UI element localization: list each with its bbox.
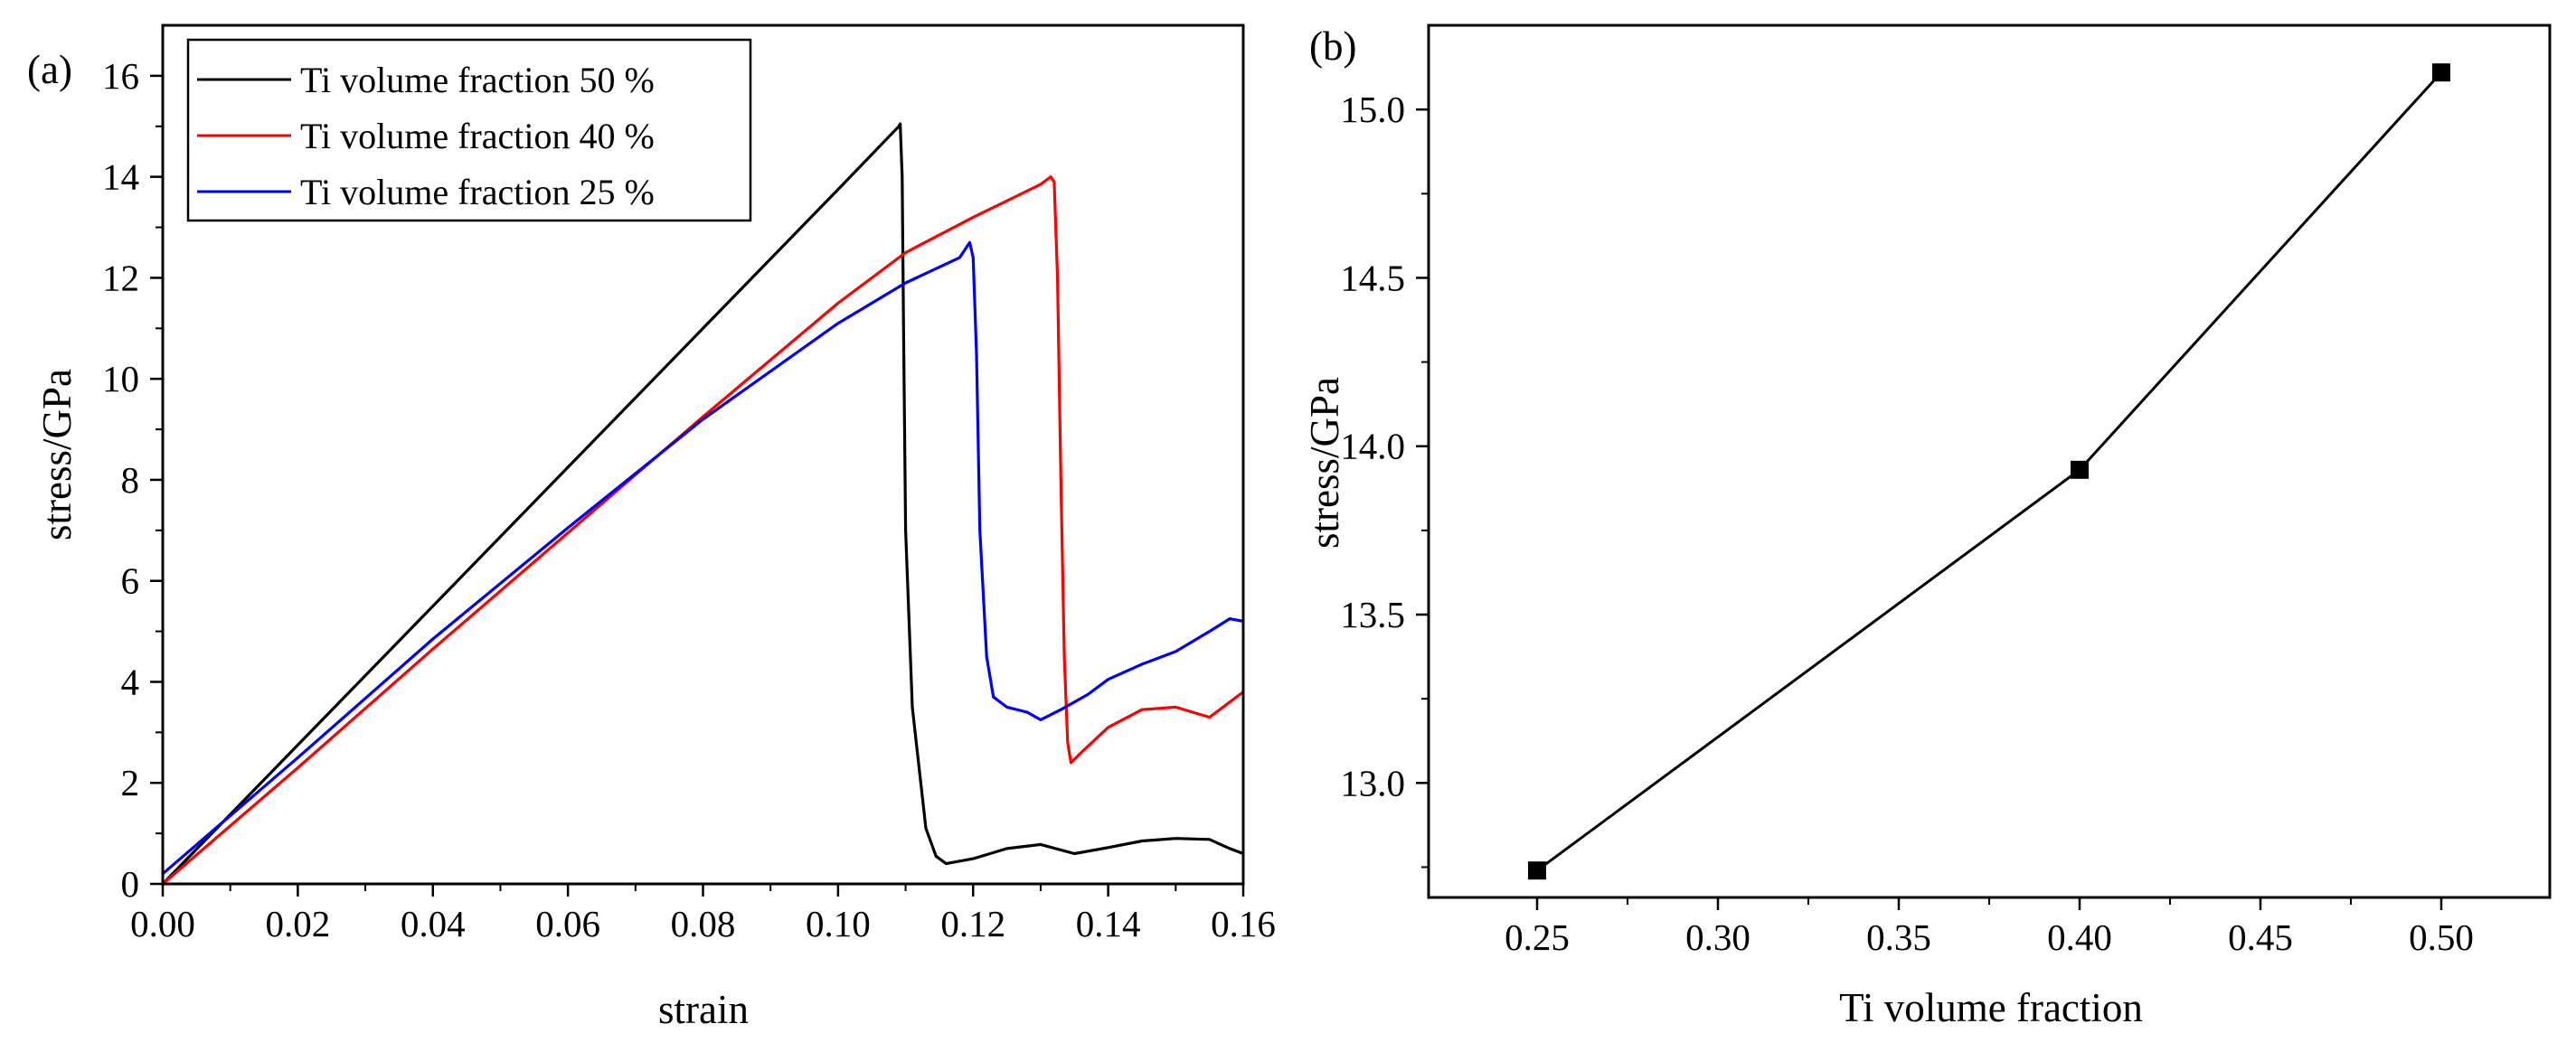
x-tick-label: 0.30 — [1685, 916, 1750, 958]
y-tick-label: 10 — [102, 358, 139, 399]
panel-b-series-group — [1528, 63, 2450, 880]
y-tick-label: 0 — [121, 863, 140, 905]
x-tick-label: 0.08 — [671, 903, 736, 944]
data-point-marker — [2432, 63, 2450, 82]
x-tick-label: 0.35 — [1866, 916, 1931, 958]
y-tick-label: 14.0 — [1340, 426, 1405, 467]
panel-b: (b) 0.25 0.30 0.35 0.40 0.45 0.50 13.0 13.5 14.0… — [1302, 23, 2552, 1030]
y-tick-label: 12 — [102, 257, 139, 298]
panel-b-y-axis-title: stress/GPa — [1302, 377, 1347, 549]
series-line-1 — [161, 175, 1244, 886]
x-tick-label: 0.50 — [2409, 916, 2474, 958]
panel-a-ticks: 0.00 0.02 0.04 0.06 0.08 0.10 0.12 0.14 0.16 0 2 4 6… — [102, 55, 1276, 944]
y-tick-label: 13.5 — [1340, 594, 1405, 635]
series-line — [1536, 71, 2443, 872]
x-tick-label: 0.02 — [266, 903, 331, 944]
legend-label-50: Ti volume fraction 50 % — [300, 60, 655, 100]
panel-a: (a) 0.00 0.02 0.04 0.06 0.08 0.10 0.12 0.14 0.16… — [27, 23, 1276, 1032]
x-tick-label: 0.00 — [130, 903, 195, 944]
y-tick-label: 14.5 — [1340, 257, 1405, 298]
data-point-marker — [1528, 861, 1546, 880]
y-tick-label: 16 — [102, 55, 139, 97]
x-tick-label: 0.12 — [940, 903, 1005, 944]
panel-a-series-group — [161, 122, 1244, 886]
panel-a-x-axis-title: strain — [658, 987, 749, 1032]
legend-label-40: Ti volume fraction 40 % — [300, 116, 655, 156]
legend-label-25: Ti volume fraction 25 % — [300, 172, 655, 212]
y-tick-label: 8 — [121, 459, 140, 501]
panel-b-plot-frame — [1427, 23, 2552, 899]
y-tick-label: 4 — [121, 661, 140, 702]
x-tick-label: 0.25 — [1505, 916, 1570, 958]
series-line-0 — [161, 122, 1244, 886]
y-tick-label: 14 — [102, 156, 139, 198]
panel-b-x-axis-title: Ti volume fraction — [1839, 985, 2143, 1030]
y-tick-label: 2 — [121, 762, 140, 803]
panel-a-label: (a) — [27, 47, 72, 92]
x-tick-label: 0.10 — [806, 903, 871, 944]
x-tick-label: 0.45 — [2228, 916, 2293, 958]
y-tick-label: 15.0 — [1340, 89, 1405, 130]
y-tick-label: 6 — [121, 560, 140, 602]
x-tick-label: 0.40 — [2047, 916, 2112, 958]
y-tick-label: 13.0 — [1340, 762, 1405, 803]
series-line-2 — [161, 240, 1244, 876]
panel-a-y-axis-title: stress/GPa — [34, 369, 80, 540]
panel-b-ticks: 0.25 0.30 0.35 0.40 0.45 0.50 13.0 13.5 14.0 14.5… — [1340, 89, 2474, 958]
data-point-marker — [2071, 460, 2089, 479]
x-tick-label: 0.04 — [401, 903, 466, 944]
panel-b-label: (b) — [1309, 23, 1356, 69]
x-tick-label: 0.06 — [535, 903, 600, 944]
x-tick-label: 0.16 — [1211, 903, 1276, 944]
x-tick-label: 0.14 — [1076, 903, 1141, 944]
panel-a-legend: Ti volume fraction 50 % Ti volume fracti… — [186, 38, 752, 222]
